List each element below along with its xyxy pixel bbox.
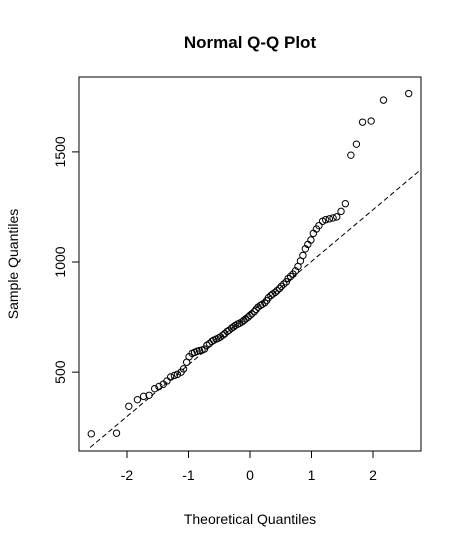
- data-point: [358, 118, 367, 126]
- data-point: [179, 365, 188, 373]
- y-axis: 500 1000 1500: [52, 136, 80, 384]
- data-point: [280, 280, 288, 288]
- data-point: [277, 282, 286, 290]
- data-point: [261, 299, 269, 307]
- x-tick-label: 1: [308, 467, 316, 483]
- y-axis-label: Sample Quantiles: [5, 209, 21, 320]
- data-point: [87, 430, 96, 438]
- data-point: [329, 214, 337, 222]
- qq-reference-line: [89, 168, 421, 448]
- data-point: [200, 345, 209, 353]
- reference-line-layer: [89, 168, 421, 448]
- data-point: [347, 151, 355, 159]
- y-tick-label: 500: [52, 360, 68, 384]
- data-point: [367, 117, 375, 125]
- points-layer: [87, 89, 413, 438]
- x-tick-label: 2: [369, 467, 377, 483]
- data-point: [150, 384, 159, 393]
- data-point: [155, 382, 163, 391]
- x-tick-label: -2: [121, 467, 134, 483]
- x-axis: -2 -1 0 1 2: [121, 450, 377, 483]
- data-point: [337, 207, 345, 216]
- y-tick-label: 1000: [52, 246, 68, 277]
- data-point: [286, 272, 295, 281]
- y-tick-label: 1500: [52, 136, 68, 167]
- data-point: [275, 284, 284, 293]
- x-tick-label: -1: [182, 467, 195, 483]
- data-point: [325, 215, 334, 223]
- data-point: [341, 199, 350, 208]
- data-point: [166, 373, 175, 381]
- data-point: [299, 251, 307, 260]
- plot-frame: [78, 76, 422, 452]
- data-point: [163, 377, 171, 385]
- data-point: [170, 371, 179, 380]
- data-point: [139, 392, 148, 401]
- data-point: [301, 245, 310, 253]
- data-point: [246, 311, 254, 320]
- data-point: [379, 96, 388, 104]
- data-point: [173, 370, 182, 379]
- data-point: [271, 288, 279, 297]
- data-point: [112, 429, 121, 437]
- data-point: [125, 402, 133, 410]
- data-point: [321, 216, 330, 224]
- data-point: [273, 286, 281, 295]
- data-point: [227, 324, 236, 332]
- x-tick-label: 0: [246, 467, 254, 483]
- data-point: [333, 213, 341, 221]
- data-point: [219, 331, 227, 339]
- data-point: [133, 395, 142, 404]
- data-point: [250, 307, 259, 316]
- data-point: [264, 293, 273, 302]
- data-point: [284, 274, 292, 283]
- chart-title: Normal Q-Q Plot: [184, 33, 317, 52]
- x-axis-label: Theoretical Quantiles: [184, 511, 316, 527]
- data-point: [252, 305, 260, 314]
- data-point: [315, 221, 323, 230]
- data-point: [291, 267, 300, 275]
- data-point: [404, 89, 413, 98]
- data-point: [248, 310, 256, 318]
- data-point: [145, 391, 153, 399]
- data-point: [352, 140, 361, 148]
- data-point: [307, 236, 315, 244]
- data-point: [309, 229, 318, 238]
- data-point: [208, 337, 216, 346]
